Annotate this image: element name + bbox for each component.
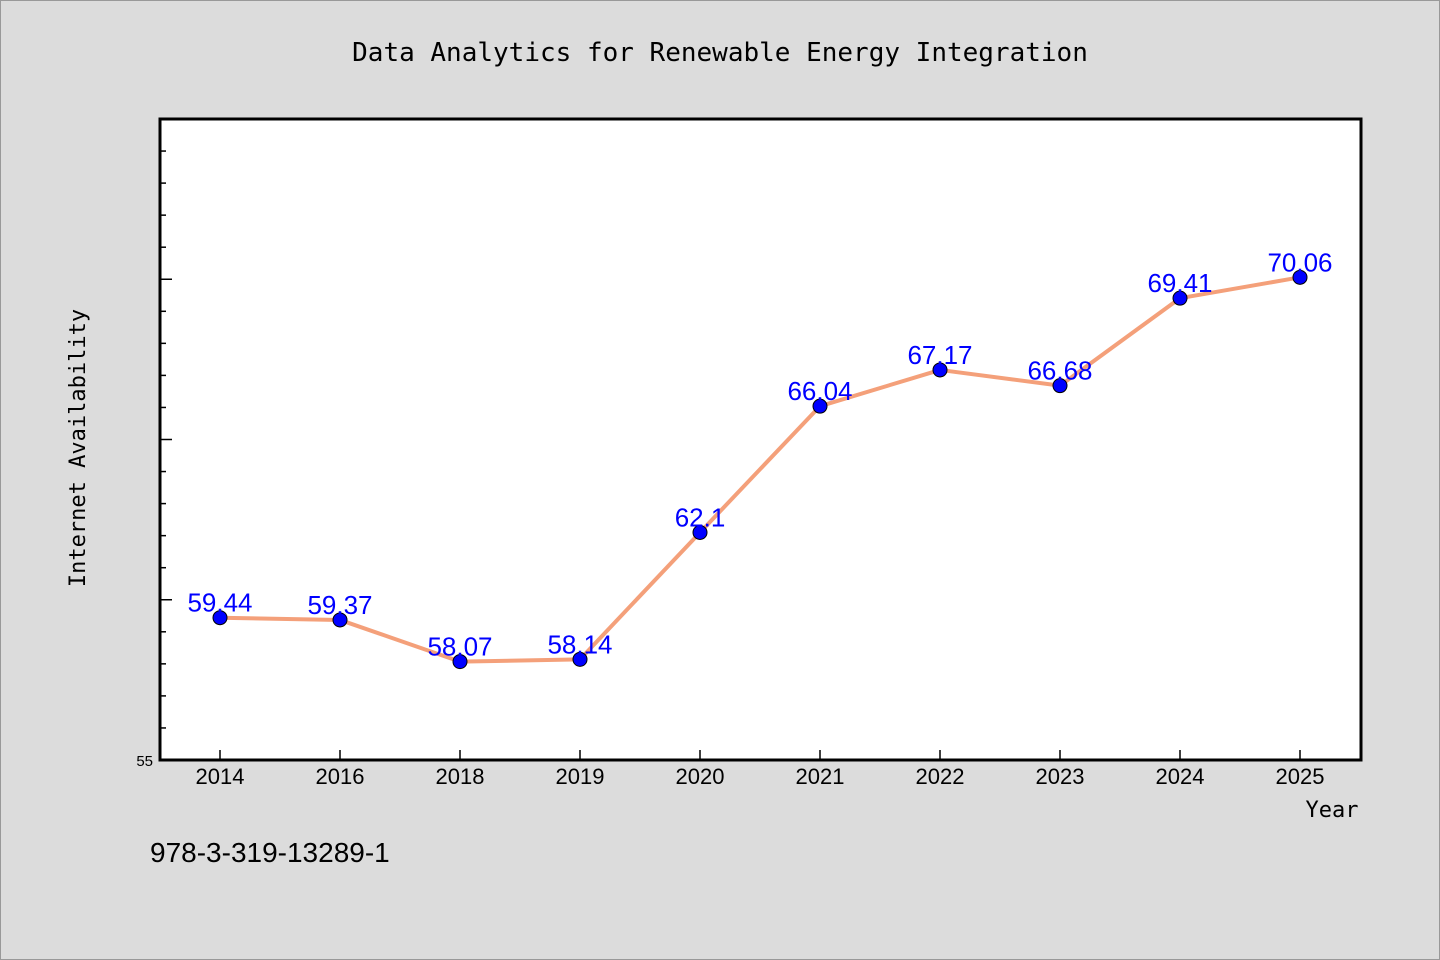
- series-line: [219, 275, 1301, 664]
- data-point: [572, 651, 588, 667]
- x-tick-label: 2016: [316, 764, 365, 789]
- data-point: [692, 524, 708, 540]
- data-label: 70.06: [1267, 247, 1332, 277]
- footer-code: 978-3-319-13289-1: [150, 837, 390, 868]
- data-point: [932, 362, 948, 378]
- x-tick-label: 2021: [796, 764, 845, 789]
- data-label: 59.37: [307, 590, 372, 620]
- x-tick-label: 2020: [676, 764, 725, 789]
- y-axis-ticks: [160, 118, 172, 761]
- y-tick-label: 55: [136, 753, 153, 770]
- x-tick-label: 2022: [916, 764, 965, 789]
- data-label: 66.04: [787, 376, 852, 406]
- data-label: 58.07: [427, 632, 492, 662]
- data-point: [212, 610, 228, 626]
- x-tick-label: 2014: [196, 764, 245, 789]
- data-label: 58.14: [547, 629, 612, 659]
- data-point: [1052, 378, 1068, 394]
- data-label: 62.1: [675, 502, 726, 532]
- series-line-group: 59.44 59.37 58.07 58.14 62.1 66.04 67.17 66.68 6…: [187, 247, 1333, 670]
- data-point: [452, 654, 468, 670]
- chart-title: Data Analytics for Renewable Energy Inte…: [352, 38, 1088, 68]
- x-axis-ticks: 2014 2016 2018 2019 2020 2021 2022 2023 2024 2025: [196, 750, 1325, 789]
- data-label: 69.41: [1147, 268, 1212, 298]
- data-point: [812, 398, 828, 414]
- data-point: [1172, 290, 1188, 306]
- data-label: 59.44: [187, 588, 252, 618]
- data-point: [1292, 269, 1308, 285]
- x-tick-label: 2024: [1156, 764, 1205, 789]
- x-tick-label: 2025: [1276, 764, 1325, 789]
- y-axis-label: Internet Availability: [66, 309, 91, 587]
- data-label: 67.17: [907, 340, 972, 370]
- x-tick-label: 2018: [436, 764, 485, 789]
- plot-area: [158, 117, 1363, 762]
- x-tick-label: 2023: [1036, 764, 1085, 789]
- data-point: [332, 612, 348, 628]
- data-label: 66.68: [1027, 356, 1092, 386]
- x-axis-label: Year: [1306, 798, 1359, 823]
- x-tick-label: 2019: [556, 764, 605, 789]
